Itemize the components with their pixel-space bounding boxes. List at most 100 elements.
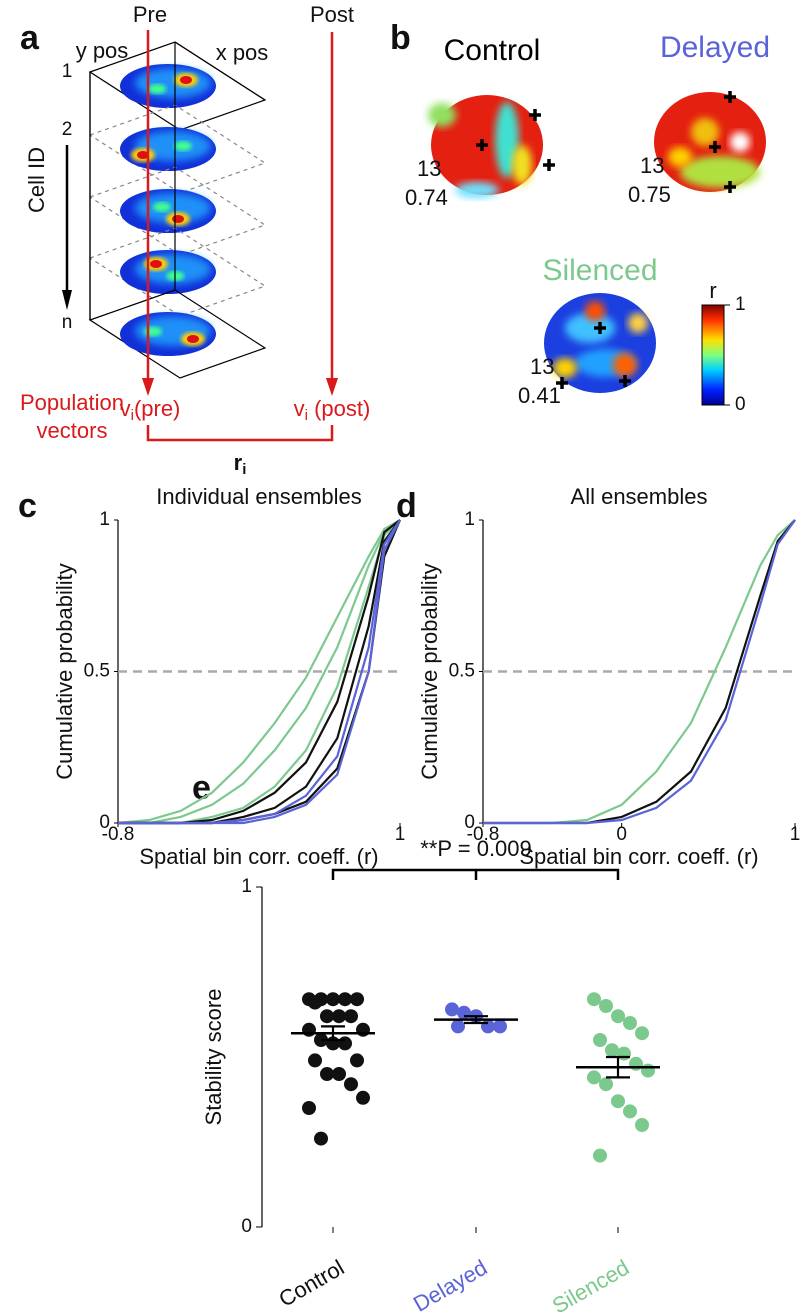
data-point	[481, 1019, 495, 1034]
data-point	[314, 1131, 328, 1146]
data-point	[635, 1118, 649, 1132]
y-tick-label: 0	[99, 812, 110, 833]
cdf-line	[483, 519, 796, 825]
data-point	[623, 1104, 637, 1119]
colorbar	[701, 304, 725, 406]
data-point	[320, 1009, 334, 1024]
r-label: ri	[234, 450, 247, 478]
y-tick-label: 0.5	[84, 661, 110, 682]
data-point	[623, 1016, 637, 1030]
cell-axis-label: Cell ID	[24, 147, 49, 213]
map-hot	[144, 326, 162, 337]
map-blob	[628, 313, 648, 333]
data-point	[332, 1067, 346, 1081]
data-point	[445, 1002, 459, 1017]
cdf-line	[118, 519, 401, 825]
data-point	[356, 1022, 370, 1037]
map-title: Control	[444, 34, 541, 67]
x-tick-label: 1	[395, 824, 406, 845]
field-center	[529, 109, 541, 121]
layer-plane	[88, 104, 267, 194]
x-tick-label: Delayed	[409, 1255, 491, 1314]
r-label-sub: i	[242, 461, 246, 478]
post-label: Post	[310, 2, 354, 27]
y-axis-label: Stability score	[201, 989, 226, 1126]
data-point	[587, 992, 601, 1007]
cell-id: 1	[62, 61, 73, 82]
annotation: **P = 0.009	[420, 836, 532, 861]
map-blob	[730, 132, 750, 152]
corr-bracket	[146, 425, 334, 442]
map-glow	[135, 193, 211, 223]
map-blob	[668, 147, 692, 167]
data-point	[338, 1036, 352, 1051]
field-center	[709, 141, 721, 153]
panel-letter: d	[396, 487, 417, 525]
data-point	[593, 1033, 607, 1047]
map-r: 0.75	[628, 182, 671, 207]
map-hot	[180, 76, 192, 84]
y-tick-label: 0	[464, 812, 475, 833]
axis-edge	[174, 41, 266, 101]
vectors-label: Population	[20, 390, 124, 415]
v-post: vi (post)	[294, 396, 371, 424]
colorbar-tick-label: 1	[735, 294, 746, 315]
data-point	[308, 995, 322, 1010]
data-point	[338, 992, 352, 1007]
y-axis-label: Cumulative probability	[417, 563, 442, 779]
data-point	[641, 1063, 655, 1078]
x-axis-label: Spatial bin corr. coeff. (r)	[519, 844, 758, 869]
map-blob	[455, 182, 499, 198]
data-point	[344, 1077, 358, 1092]
layer-plane	[88, 289, 267, 379]
pre-label: Pre	[133, 2, 167, 27]
chart-title: All ensembles	[571, 484, 708, 509]
data-point	[308, 1053, 322, 1068]
field-center	[619, 375, 631, 387]
y-tick-label: 1	[99, 509, 110, 530]
data-point	[356, 1090, 370, 1105]
cell-arrow	[62, 290, 72, 310]
map-layer	[88, 166, 267, 256]
map-blob	[512, 145, 532, 185]
data-point	[593, 1148, 607, 1163]
map-blob	[613, 353, 637, 377]
rate-map	[654, 91, 766, 193]
y-tick-label: 0.5	[449, 661, 475, 682]
data-point	[344, 1009, 358, 1024]
x-tick-label: Silenced	[548, 1255, 634, 1314]
map-hot	[174, 141, 192, 151]
data-point	[611, 1009, 625, 1024]
v-post-rest: (post)	[308, 396, 370, 421]
data-point	[611, 1094, 625, 1109]
map-title: Delayed	[660, 31, 770, 64]
data-point	[451, 1019, 465, 1034]
r-label-base: r	[234, 450, 243, 475]
map-layer	[88, 227, 267, 317]
data-point	[457, 1005, 471, 1020]
x-tick-label: -0.8	[102, 824, 135, 845]
v-pre-base: v	[120, 396, 131, 421]
field-center	[476, 139, 488, 151]
map-blob	[428, 103, 456, 127]
data-point	[629, 1056, 643, 1071]
error-bar	[464, 1015, 488, 1025]
cell-count: 13	[530, 354, 554, 379]
cell-count: 13	[640, 153, 664, 178]
x-tick-label: -0.8	[467, 824, 500, 845]
map-layer	[88, 104, 267, 194]
panel-letter: c	[18, 487, 37, 525]
field-center	[724, 91, 736, 103]
y-tick-label: 1	[464, 509, 475, 530]
cdf-line	[117, 519, 401, 825]
error-bar	[606, 1055, 630, 1079]
map-hot	[148, 84, 167, 94]
data-point	[350, 992, 364, 1007]
data-point	[599, 999, 613, 1013]
field-center	[724, 181, 736, 193]
map-title: Silenced	[542, 254, 657, 287]
vector-arrowhead	[326, 378, 338, 396]
v-post-base: v	[294, 396, 305, 421]
data-point	[302, 1101, 316, 1115]
